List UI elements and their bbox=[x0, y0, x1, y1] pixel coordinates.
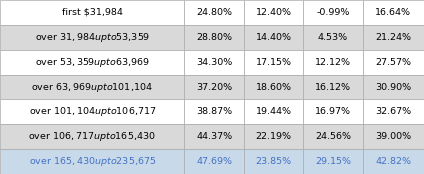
Bar bbox=[244, 25, 303, 50]
Bar bbox=[184, 149, 244, 174]
Text: 4.53%: 4.53% bbox=[318, 33, 348, 42]
Bar bbox=[184, 75, 244, 99]
Text: 16.97%: 16.97% bbox=[315, 107, 351, 116]
Bar bbox=[363, 75, 424, 99]
Text: over $106,717 up to $165,430: over $106,717 up to $165,430 bbox=[28, 130, 156, 143]
Bar bbox=[184, 124, 244, 149]
Text: 30.90%: 30.90% bbox=[375, 82, 411, 92]
Text: over $31,984 up to $53,359: over $31,984 up to $53,359 bbox=[35, 31, 150, 44]
Bar bbox=[0, 124, 184, 149]
Text: 37.20%: 37.20% bbox=[196, 82, 232, 92]
Bar bbox=[363, 0, 424, 25]
Bar bbox=[184, 99, 244, 124]
Bar bbox=[363, 124, 424, 149]
Text: 23.85%: 23.85% bbox=[255, 157, 292, 166]
Bar bbox=[303, 124, 363, 149]
Bar bbox=[0, 0, 184, 25]
Bar bbox=[0, 75, 184, 99]
Text: over $165,430 up to $235,675: over $165,430 up to $235,675 bbox=[28, 155, 156, 168]
Bar bbox=[363, 149, 424, 174]
Bar bbox=[0, 149, 184, 174]
Text: 18.60%: 18.60% bbox=[256, 82, 291, 92]
Bar bbox=[244, 149, 303, 174]
Bar bbox=[363, 25, 424, 50]
Bar bbox=[363, 50, 424, 75]
Bar bbox=[303, 149, 363, 174]
Text: 42.82%: 42.82% bbox=[375, 157, 411, 166]
Bar bbox=[303, 75, 363, 99]
Text: 27.57%: 27.57% bbox=[375, 58, 411, 67]
Text: 32.67%: 32.67% bbox=[375, 107, 411, 116]
Bar bbox=[303, 99, 363, 124]
Text: 28.80%: 28.80% bbox=[196, 33, 232, 42]
Text: 12.40%: 12.40% bbox=[256, 8, 291, 17]
Bar bbox=[244, 0, 303, 25]
Bar bbox=[0, 50, 184, 75]
Bar bbox=[184, 25, 244, 50]
Bar bbox=[363, 99, 424, 124]
Bar bbox=[303, 50, 363, 75]
Bar bbox=[184, 50, 244, 75]
Bar bbox=[0, 99, 184, 124]
Bar bbox=[244, 124, 303, 149]
Text: first $31,984: first $31,984 bbox=[62, 8, 123, 17]
Bar bbox=[0, 25, 184, 50]
Text: over $53,359 up to $63,969: over $53,359 up to $63,969 bbox=[35, 56, 150, 69]
Text: 17.15%: 17.15% bbox=[256, 58, 291, 67]
Bar bbox=[184, 0, 244, 25]
Text: 12.12%: 12.12% bbox=[315, 58, 351, 67]
Bar bbox=[244, 50, 303, 75]
Bar bbox=[244, 99, 303, 124]
Text: over $63,969 up to $101,104: over $63,969 up to $101,104 bbox=[31, 81, 153, 93]
Text: 29.15%: 29.15% bbox=[315, 157, 351, 166]
Text: over $101,104 up to $106,717: over $101,104 up to $106,717 bbox=[28, 105, 156, 118]
Bar bbox=[244, 75, 303, 99]
Text: 44.37%: 44.37% bbox=[196, 132, 232, 141]
Text: 24.80%: 24.80% bbox=[196, 8, 232, 17]
Text: 16.12%: 16.12% bbox=[315, 82, 351, 92]
Text: 34.30%: 34.30% bbox=[196, 58, 232, 67]
Text: 24.56%: 24.56% bbox=[315, 132, 351, 141]
Text: -0.99%: -0.99% bbox=[316, 8, 349, 17]
Text: 39.00%: 39.00% bbox=[375, 132, 411, 141]
Text: 16.64%: 16.64% bbox=[375, 8, 411, 17]
Text: 22.19%: 22.19% bbox=[256, 132, 291, 141]
Text: 38.87%: 38.87% bbox=[196, 107, 232, 116]
Text: 47.69%: 47.69% bbox=[196, 157, 232, 166]
Text: 19.44%: 19.44% bbox=[256, 107, 291, 116]
Text: 21.24%: 21.24% bbox=[375, 33, 411, 42]
Text: 14.40%: 14.40% bbox=[256, 33, 291, 42]
Bar bbox=[303, 25, 363, 50]
Bar bbox=[303, 0, 363, 25]
